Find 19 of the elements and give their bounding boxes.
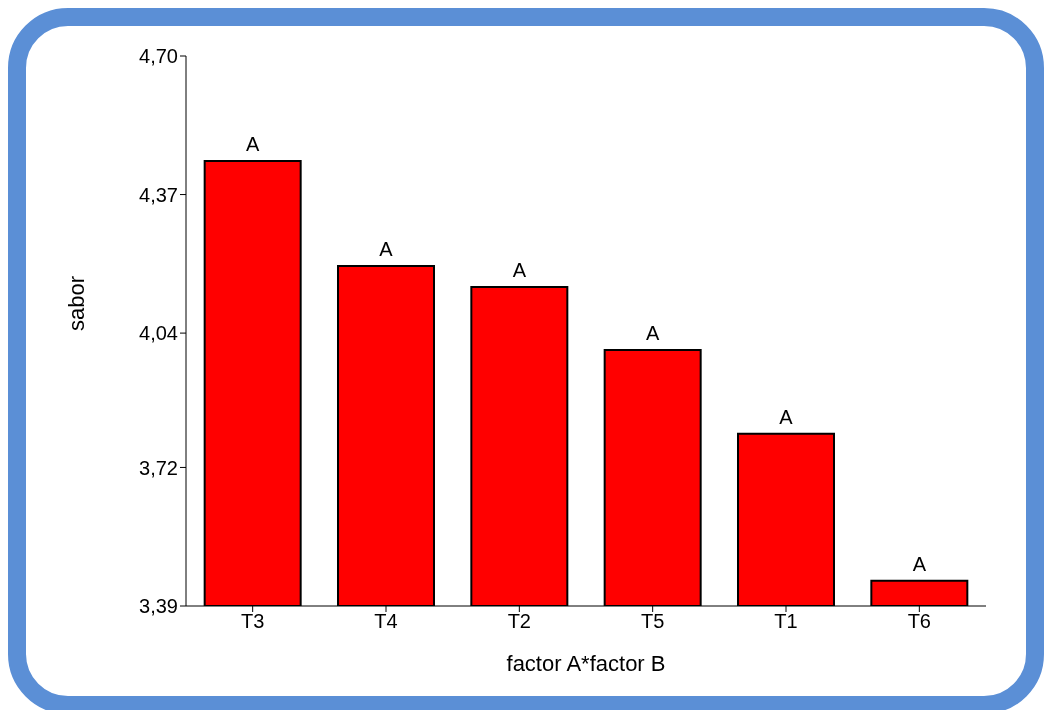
y-axis-title: sabor bbox=[63, 275, 89, 331]
annotation: A bbox=[512, 258, 527, 281]
x-tick-label: T4 bbox=[374, 610, 398, 633]
annotation: A bbox=[912, 552, 927, 575]
y-tick-label: 4,04 bbox=[139, 322, 178, 345]
annotation: A bbox=[645, 321, 660, 344]
annotation: A bbox=[379, 237, 394, 260]
x-axis-title: factor A*factor B bbox=[506, 651, 666, 676]
x-tick-label: T5 bbox=[640, 610, 665, 633]
y-tick-label: 3,72 bbox=[139, 456, 178, 479]
y-tick-label: 3,39 bbox=[139, 595, 178, 618]
y-tick-label: 4,37 bbox=[139, 183, 178, 206]
x-tick-label: T1 bbox=[774, 610, 798, 633]
y-tick-label: 4,70 bbox=[139, 45, 178, 68]
annotation: A bbox=[245, 132, 260, 155]
x-tick-label: T6 bbox=[907, 610, 932, 633]
x-tick-label: T2 bbox=[507, 610, 532, 633]
x-tick-label: T3 bbox=[240, 610, 265, 633]
annotation: A bbox=[779, 405, 794, 428]
